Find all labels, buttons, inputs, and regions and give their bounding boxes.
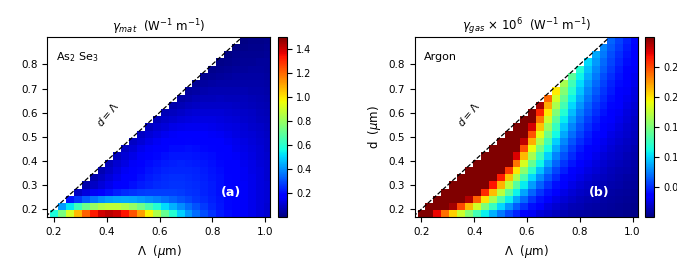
Y-axis label: d  ($\mu$m): d ($\mu$m) [366, 105, 383, 149]
Title: $\gamma_{mat}$  (W$^{-1}$ m$^{-1}$): $\gamma_{mat}$ (W$^{-1}$ m$^{-1}$) [112, 17, 206, 37]
Text: As$_2$ Se$_3$: As$_2$ Se$_3$ [56, 50, 99, 64]
Text: $d = \Lambda$: $d = \Lambda$ [455, 100, 483, 129]
Text: $d = \Lambda$: $d = \Lambda$ [94, 100, 122, 129]
X-axis label: $\Lambda$  ($\mu$m): $\Lambda$ ($\mu$m) [137, 243, 181, 260]
Text: Argon: Argon [424, 52, 457, 62]
Text: (b): (b) [589, 186, 609, 199]
X-axis label: $\Lambda$  ($\mu$m): $\Lambda$ ($\mu$m) [504, 243, 548, 260]
Title: $\gamma_{gas}$ $\times$ 10$^{6}$  (W$^{-1}$ m$^{-1}$): $\gamma_{gas}$ $\times$ 10$^{6}$ (W$^{-1… [462, 16, 591, 37]
Text: (a): (a) [221, 186, 242, 199]
